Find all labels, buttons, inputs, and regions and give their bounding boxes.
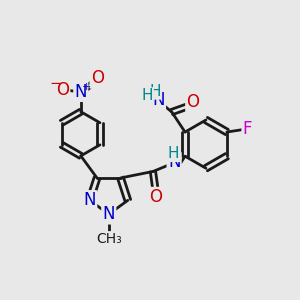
Text: N: N	[168, 153, 180, 171]
Text: N: N	[75, 83, 87, 101]
Text: N: N	[83, 191, 96, 209]
Text: −: −	[50, 76, 62, 91]
Text: F: F	[243, 120, 252, 138]
Text: O: O	[91, 69, 104, 87]
Text: O: O	[56, 81, 69, 99]
Text: N: N	[103, 205, 115, 223]
Text: +: +	[82, 82, 92, 92]
Text: H: H	[149, 84, 161, 99]
Text: H: H	[142, 88, 153, 103]
Text: CH₃: CH₃	[96, 232, 122, 246]
Text: H: H	[168, 146, 179, 161]
Text: O: O	[149, 188, 162, 206]
Text: N: N	[152, 91, 165, 109]
Text: O: O	[187, 93, 200, 111]
